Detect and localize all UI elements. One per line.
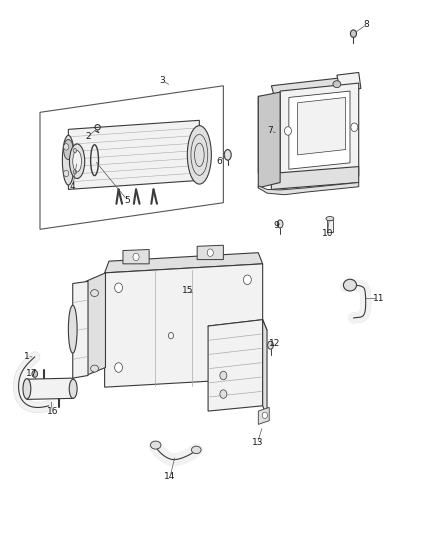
Ellipse shape: [350, 30, 357, 37]
Polygon shape: [327, 220, 332, 232]
Ellipse shape: [62, 135, 74, 185]
Ellipse shape: [73, 151, 81, 172]
Text: 6: 6: [216, 157, 222, 166]
Polygon shape: [68, 120, 199, 189]
Polygon shape: [258, 96, 280, 173]
Polygon shape: [105, 264, 263, 387]
Polygon shape: [258, 182, 359, 195]
Ellipse shape: [91, 289, 99, 296]
Text: 17: 17: [25, 369, 37, 378]
Text: 13: 13: [252, 439, 263, 448]
Polygon shape: [272, 78, 346, 102]
Ellipse shape: [70, 144, 85, 179]
Ellipse shape: [285, 127, 291, 135]
Ellipse shape: [91, 365, 99, 372]
Polygon shape: [280, 83, 359, 182]
Ellipse shape: [262, 412, 268, 418]
Text: 1: 1: [24, 352, 30, 361]
Polygon shape: [258, 407, 269, 424]
Ellipse shape: [277, 220, 283, 228]
Text: 15: 15: [182, 286, 193, 295]
Ellipse shape: [244, 355, 251, 365]
Polygon shape: [105, 253, 263, 273]
Ellipse shape: [220, 390, 227, 398]
Polygon shape: [272, 166, 359, 189]
Polygon shape: [73, 281, 88, 378]
Ellipse shape: [68, 305, 77, 353]
Ellipse shape: [64, 144, 69, 150]
Ellipse shape: [244, 275, 251, 285]
Ellipse shape: [268, 341, 273, 349]
Ellipse shape: [224, 150, 231, 160]
Text: 14: 14: [164, 472, 176, 481]
Text: 8: 8: [364, 20, 369, 29]
Ellipse shape: [115, 363, 123, 372]
Ellipse shape: [73, 169, 77, 174]
Text: 16: 16: [46, 407, 58, 416]
Ellipse shape: [207, 249, 213, 256]
Text: 9: 9: [273, 221, 279, 230]
Text: 5: 5: [124, 196, 130, 205]
Polygon shape: [208, 320, 267, 337]
Polygon shape: [86, 273, 106, 375]
Ellipse shape: [64, 170, 69, 176]
Ellipse shape: [333, 80, 341, 87]
Text: 2: 2: [85, 132, 91, 141]
Polygon shape: [297, 98, 346, 155]
Polygon shape: [337, 72, 361, 92]
Ellipse shape: [343, 279, 357, 291]
Ellipse shape: [220, 371, 227, 379]
Text: 3: 3: [159, 76, 165, 85]
Text: 10: 10: [321, 229, 333, 238]
Ellipse shape: [150, 441, 161, 449]
Ellipse shape: [73, 149, 77, 153]
Ellipse shape: [187, 126, 212, 184]
Polygon shape: [258, 92, 280, 188]
Polygon shape: [123, 249, 149, 264]
Ellipse shape: [64, 140, 73, 160]
Text: 7: 7: [268, 126, 273, 135]
Ellipse shape: [133, 253, 139, 261]
Ellipse shape: [32, 370, 38, 377]
Polygon shape: [197, 245, 223, 260]
Polygon shape: [208, 320, 263, 411]
Text: 11: 11: [373, 294, 384, 303]
Ellipse shape: [191, 446, 201, 454]
Ellipse shape: [69, 379, 77, 398]
Text: 4: 4: [70, 182, 75, 191]
Polygon shape: [27, 378, 73, 399]
Polygon shape: [289, 91, 350, 169]
Ellipse shape: [326, 216, 334, 221]
Ellipse shape: [23, 378, 31, 399]
Ellipse shape: [115, 283, 123, 293]
Text: 12: 12: [269, 339, 281, 348]
Ellipse shape: [351, 123, 358, 132]
Polygon shape: [263, 320, 267, 416]
